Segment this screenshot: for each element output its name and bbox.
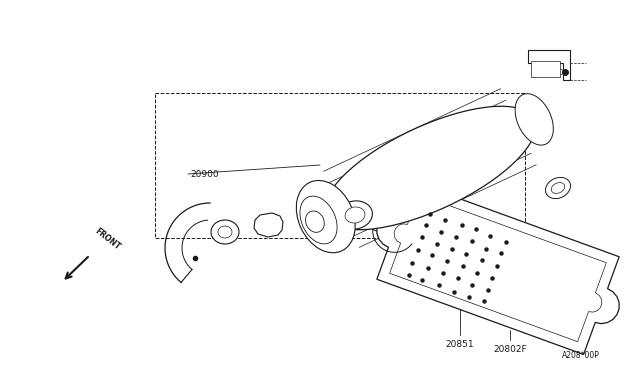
Ellipse shape [345,207,365,223]
Text: 20851: 20851 [445,340,474,349]
Polygon shape [390,194,606,341]
Polygon shape [531,61,560,77]
Text: 20900: 20900 [190,170,219,179]
Bar [155,93,525,238]
Text: 20802F: 20802F [493,345,527,354]
Ellipse shape [337,201,372,229]
Ellipse shape [218,226,232,238]
Ellipse shape [296,180,355,253]
Ellipse shape [551,183,564,193]
Polygon shape [377,182,619,355]
Ellipse shape [515,94,554,145]
Ellipse shape [324,106,536,230]
Ellipse shape [211,220,239,244]
Ellipse shape [545,177,570,199]
Ellipse shape [305,211,324,232]
Polygon shape [528,50,570,80]
Text: A208*00P: A208*00P [562,351,600,360]
Polygon shape [254,213,283,237]
Text: FRONT: FRONT [93,227,122,252]
Ellipse shape [300,196,337,244]
